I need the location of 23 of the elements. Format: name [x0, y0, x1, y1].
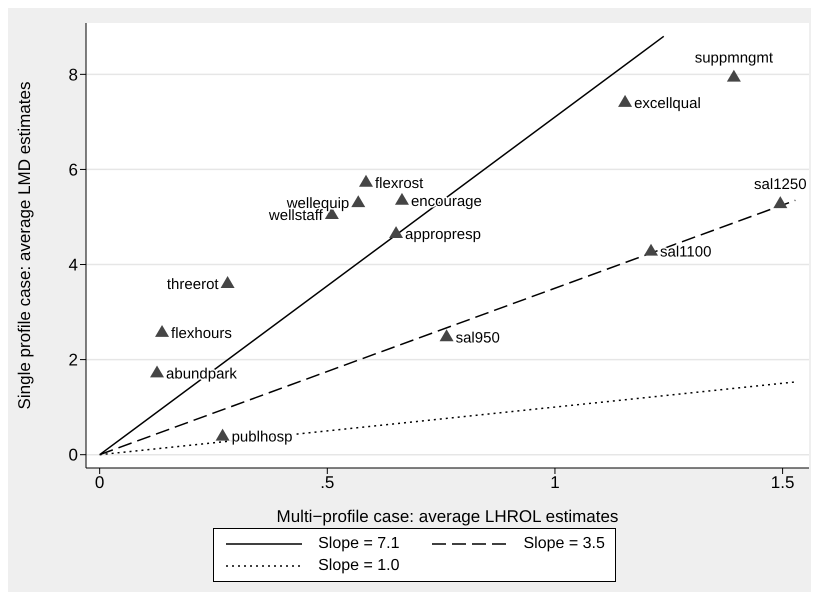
annotation: sal1250 — [754, 176, 807, 194]
x-axis-title: Multi−profile case: average LHROL estimates — [276, 507, 618, 526]
legend-label: Slope = 1.0 — [318, 557, 400, 575]
x-tick-label: 0 — [94, 473, 104, 492]
annotation: suppmngmt — [694, 50, 774, 67]
annotation: threerot — [166, 276, 220, 294]
y-tick-label: 8 — [68, 65, 78, 84]
annotation: flexrost — [375, 174, 424, 192]
y-tick-label: 0 — [68, 446, 78, 465]
y-axis-title: Single profile case: average LMD estimates — [15, 82, 34, 410]
annotation: flexhours — [171, 325, 232, 342]
annotation: sal950 — [456, 329, 500, 346]
annotation: appropresp — [405, 226, 481, 244]
annotation: sal1100 — [660, 244, 712, 261]
x-tick-label: .5 — [320, 473, 334, 492]
legend-label: Slope = 3.5 — [524, 535, 605, 553]
legend-label: Slope = 7.1 — [318, 535, 400, 553]
x-tick-label: 1 — [550, 473, 560, 492]
y-tick-label: 2 — [68, 350, 78, 370]
y-tick-label: 4 — [68, 256, 78, 275]
annotation: excellqual — [634, 94, 701, 112]
y-tick-label: 6 — [68, 160, 78, 180]
x-tick-label: 1.5 — [770, 473, 794, 492]
